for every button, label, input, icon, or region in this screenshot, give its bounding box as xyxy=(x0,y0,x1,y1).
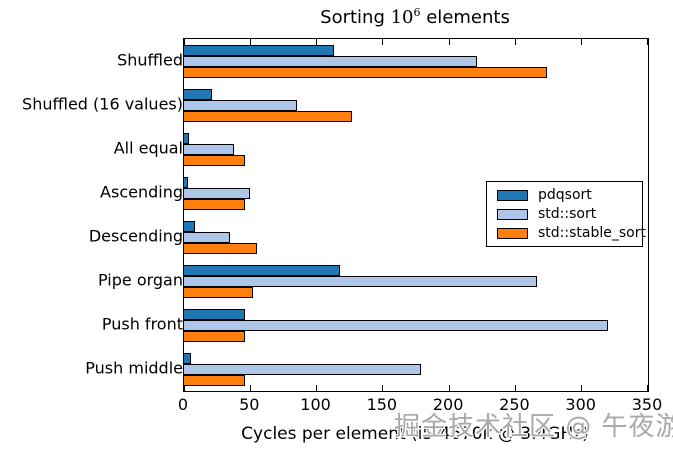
y-category-label-ascending: Ascending xyxy=(100,182,183,202)
bar-std-stable-sort-descending xyxy=(184,242,257,254)
bar-std-stable-sort-all-equal xyxy=(184,154,245,166)
legend-label: std::stable_sort xyxy=(538,225,646,241)
x-tick-label-100: 100 xyxy=(300,395,331,414)
x-tick-label-150: 150 xyxy=(366,395,398,414)
y-category-label-descending: Descending xyxy=(88,226,183,246)
bar-std-stable-sort-push-front xyxy=(184,330,245,342)
bar-std-sort-ascending xyxy=(184,187,251,199)
bar-std-stable-sort-ascending xyxy=(184,198,245,210)
bar-std-sort-push-middle xyxy=(184,363,422,375)
bar-std-stable-sort-shuffled-16-values- xyxy=(184,110,353,122)
x-tick-mark-250 xyxy=(514,385,516,391)
x-tick-label-50: 50 xyxy=(239,395,260,414)
x-tick-mark-350 xyxy=(647,385,648,391)
x-axis-label: Cycles per element (i5-4670k @ 3.4GHz) xyxy=(241,424,589,444)
chart-title-exponent: 6 xyxy=(413,6,421,19)
x-tick-mark-200 xyxy=(448,385,450,391)
x-tick-mark-50 xyxy=(249,39,251,45)
y-category-label-push-middle: Push middle xyxy=(85,358,183,378)
bar-pdqsort-push-front xyxy=(184,308,245,320)
bar-std-sort-shuffled xyxy=(184,55,477,67)
legend-row-pdqsort: pdqsort xyxy=(497,187,642,203)
x-tick-label-0: 0 xyxy=(177,395,189,414)
y-category-label-shuffled-16-values-: Shuffled (16 values) xyxy=(22,94,183,114)
bar-std-stable-sort-push-middle xyxy=(184,374,245,386)
y-category-label-all-equal: All equal xyxy=(113,138,183,158)
chart-title-prefix: Sorting xyxy=(320,7,391,28)
bar-pdqsort-ascending xyxy=(184,176,188,188)
legend-row-std-sort: std::sort xyxy=(497,206,642,222)
x-tick-label-300: 300 xyxy=(565,395,596,414)
bar-std-sort-push-front xyxy=(184,319,609,331)
bar-pdqsort-descending xyxy=(184,220,195,232)
watermark-text: 掘金技术社区 @ 午夜游鱼 xyxy=(394,412,673,442)
x-tick-mark-150 xyxy=(382,39,384,45)
legend-swatch-icon xyxy=(497,189,528,201)
bar-pdqsort-shuffled-16-values- xyxy=(184,88,212,100)
x-tick-mark-300 xyxy=(581,385,583,391)
x-tick-mark-200 xyxy=(448,39,450,45)
legend-swatch-icon xyxy=(497,227,528,239)
x-tick-mark-100 xyxy=(316,39,318,45)
x-tick-mark-0 xyxy=(184,39,185,45)
x-tick-mark-150 xyxy=(382,385,384,391)
bar-pdqsort-push-middle xyxy=(184,352,191,364)
legend-swatch-icon xyxy=(497,208,528,220)
y-category-label-shuffled: Shuffled xyxy=(117,50,183,70)
x-tick-mark-350 xyxy=(647,39,648,45)
x-tick-label-200: 200 xyxy=(432,395,464,414)
bar-std-sort-all-equal xyxy=(184,143,235,155)
bar-std-stable-sort-shuffled xyxy=(184,66,548,78)
bar-std-sort-descending xyxy=(184,231,231,243)
x-tick-label-250: 250 xyxy=(499,395,530,414)
x-tick-mark-0 xyxy=(184,385,185,391)
bar-std-sort-pipe-organ xyxy=(184,275,537,287)
chart-title-base: 10 xyxy=(390,7,414,28)
y-category-label-pipe-organ: Pipe organ xyxy=(97,270,183,290)
x-tick-label-350: 350 xyxy=(631,395,663,414)
bar-pdqsort-all-equal xyxy=(184,132,190,144)
x-tick-mark-50 xyxy=(249,385,251,391)
legend-row-std-stable-sort: std::stable_sort xyxy=(497,225,646,241)
bar-std-sort-shuffled-16-values- xyxy=(184,99,297,111)
x-tick-mark-100 xyxy=(316,385,318,391)
y-category-label-push-front: Push front xyxy=(101,314,183,334)
x-tick-mark-300 xyxy=(581,39,583,45)
chart-title-suffix: elements xyxy=(420,7,510,28)
chart-title: Sorting 106 elements xyxy=(183,6,647,28)
bar-std-stable-sort-pipe-organ xyxy=(184,286,253,298)
legend-label: std::sort xyxy=(538,206,597,222)
bar-pdqsort-shuffled xyxy=(184,44,334,56)
bar-pdqsort-pipe-organ xyxy=(184,264,341,276)
legend-label: pdqsort xyxy=(538,187,592,203)
x-tick-mark-250 xyxy=(514,39,516,45)
